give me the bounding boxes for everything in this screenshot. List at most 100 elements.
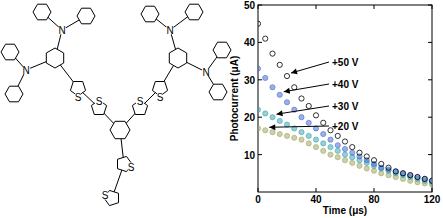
data-point: [299, 115, 304, 120]
atom-bg: [166, 26, 175, 35]
atom-label: S: [96, 96, 103, 107]
atom-label: N: [22, 65, 29, 76]
atom-label: S: [157, 92, 164, 103]
data-point: [313, 113, 318, 118]
data-point: [258, 66, 261, 71]
x-tick-label: 0: [255, 194, 261, 205]
arrow-head: [269, 124, 275, 130]
data-point: [386, 165, 391, 170]
atom-bg: [202, 68, 211, 77]
figure: NNNNSSSSSS040801201020304050Time (μs)Pho…: [0, 0, 443, 218]
plot-area: [258, 21, 432, 187]
y-tick: [258, 42, 262, 43]
data-point: [270, 130, 275, 135]
y-tick-label: 20: [244, 112, 256, 123]
data-point: [335, 148, 340, 153]
plot-frame: [258, 5, 432, 192]
benzene: [169, 48, 186, 68]
x-tick-label: 80: [368, 194, 380, 205]
data-point: [306, 133, 311, 138]
arrow: [277, 106, 330, 114]
data-point: [306, 103, 311, 108]
arrow-head: [277, 110, 283, 116]
phenyl: [5, 86, 23, 102]
data-point: [408, 173, 413, 178]
data-point: [400, 171, 405, 176]
data-point: [408, 173, 413, 178]
y-tick: [258, 117, 262, 118]
data-point: [321, 148, 326, 153]
x-tick: [432, 188, 433, 192]
data-point: [277, 62, 282, 67]
atom-label: S: [128, 162, 135, 173]
arrow: [284, 84, 329, 92]
data-point: [263, 111, 268, 116]
data-point: [321, 131, 326, 136]
data-point: [328, 145, 333, 150]
data-point: [258, 107, 261, 112]
y-tick-label: 30: [244, 75, 256, 86]
data-point: [357, 150, 362, 155]
data-point: [415, 174, 420, 179]
data-point: [306, 141, 311, 146]
data-point: [379, 171, 384, 176]
data-point: [270, 115, 275, 120]
phenyl: [33, 4, 51, 20]
data-point: [292, 135, 297, 140]
y-tick-label: 10: [244, 150, 256, 161]
atom-bg: [22, 66, 31, 75]
data-point: [313, 145, 318, 150]
data-point: [270, 51, 275, 56]
atom-bg: [156, 93, 165, 102]
data-point: [292, 85, 297, 90]
atom-bg: [127, 163, 136, 172]
data-point: [277, 118, 282, 123]
data-point: [393, 169, 398, 174]
data-point: [393, 169, 398, 174]
y-axis-label: Photocurrent (μA): [229, 56, 240, 142]
x-tick: [374, 5, 375, 9]
atom-label: N: [202, 67, 209, 78]
data-point: [364, 154, 369, 159]
x-axis-label: Time (μs): [323, 205, 367, 216]
data-point: [415, 174, 420, 179]
data-point: [321, 120, 326, 125]
data-point: [263, 75, 268, 80]
arrow-head: [291, 69, 298, 75]
data-point: [270, 85, 275, 90]
data-point: [328, 152, 333, 157]
series-label: +30 V: [332, 101, 359, 112]
data-point: [306, 120, 311, 125]
x-tick: [432, 5, 433, 9]
data-point: [258, 126, 261, 131]
y-tick-label: 40: [244, 37, 256, 48]
data-point: [299, 130, 304, 135]
data-point: [350, 145, 355, 150]
data-point: [284, 73, 289, 78]
data-point: [328, 137, 333, 142]
data-point: [277, 131, 282, 136]
data-point: [263, 128, 268, 133]
phenyl: [141, 6, 159, 22]
y-tick: [428, 79, 432, 80]
data-point: [422, 176, 427, 181]
y-tick: [258, 79, 262, 80]
data-point: [371, 158, 376, 163]
x-tick: [374, 188, 375, 192]
data-point: [342, 158, 347, 163]
series-label: +20 V: [332, 121, 359, 132]
x-tick-label: 40: [310, 194, 322, 205]
atom-bg: [136, 97, 145, 106]
phenyl: [209, 84, 227, 100]
y-tick: [428, 117, 432, 118]
data-point: [342, 152, 347, 157]
data-point: [277, 92, 282, 97]
data-point: [284, 100, 289, 105]
data-point: [429, 178, 432, 183]
data-point: [313, 137, 318, 142]
data-point: [335, 143, 340, 148]
data-point: [357, 163, 362, 168]
y-tick: [428, 5, 432, 6]
data-point: [263, 36, 268, 41]
atom-bg: [74, 93, 83, 102]
